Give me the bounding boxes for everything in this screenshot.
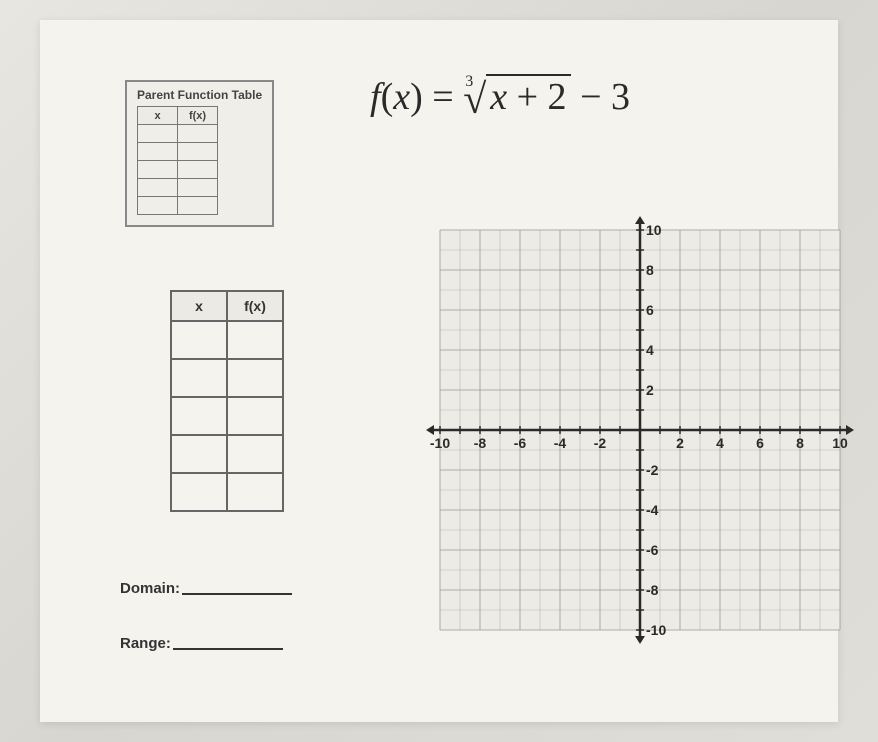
graph-svg: -10 -8 -6 -4 -2 2 4 6 8 10 10 8 6 4 2 -2 -4 -6 -8 -10 <box>420 210 860 650</box>
table-row <box>138 143 218 161</box>
range-label: Range: <box>120 635 283 652</box>
domain-label: Domain: <box>120 580 292 597</box>
svg-text:4: 4 <box>646 342 654 358</box>
table-row <box>171 321 283 359</box>
svg-text:-4: -4 <box>646 502 659 518</box>
table-row <box>171 397 283 435</box>
domain-blank[interactable] <box>182 593 292 595</box>
parent-table-title: Parent Function Table <box>137 88 262 102</box>
svg-text:8: 8 <box>796 435 804 451</box>
worksheet-page: Parent Function Table x f(x) f(x) = 3 √x… <box>40 20 838 722</box>
svg-text:-8: -8 <box>474 435 487 451</box>
function-equation: f(x) = 3 √x + 2 − 3 <box>370 75 630 124</box>
range-blank[interactable] <box>173 648 283 650</box>
svg-text:-10: -10 <box>430 435 450 451</box>
svg-text:-4: -4 <box>554 435 567 451</box>
table-row <box>138 161 218 179</box>
svg-text:-2: -2 <box>646 462 659 478</box>
table-row <box>171 435 283 473</box>
func-header-x: x <box>171 291 227 321</box>
svg-text:10: 10 <box>832 435 848 451</box>
table-row <box>171 473 283 511</box>
radical-index: 3 <box>465 73 473 91</box>
svg-text:-2: -2 <box>594 435 607 451</box>
func-header-fx: f(x) <box>227 291 283 321</box>
table-row <box>138 197 218 215</box>
svg-text:2: 2 <box>646 382 654 398</box>
svg-text:-6: -6 <box>646 542 659 558</box>
parent-function-table: x f(x) <box>137 106 218 215</box>
svg-text:4: 4 <box>716 435 724 451</box>
parent-header-x: x <box>138 107 178 125</box>
table-row <box>171 359 283 397</box>
svg-text:10: 10 <box>646 222 662 238</box>
coordinate-graph: -10 -8 -6 -4 -2 2 4 6 8 10 10 8 6 4 2 -2 -4 -6 -8 -10 <box>420 210 860 650</box>
parent-function-table-container: Parent Function Table x f(x) <box>125 80 274 227</box>
svg-text:-6: -6 <box>514 435 527 451</box>
parent-header-fx: f(x) <box>178 107 218 125</box>
table-row <box>138 179 218 197</box>
svg-text:8: 8 <box>646 262 654 278</box>
function-table: x f(x) <box>170 290 284 512</box>
svg-text:-8: -8 <box>646 582 659 598</box>
svg-text:2: 2 <box>676 435 684 451</box>
eq-fn: f <box>370 76 381 118</box>
svg-text:-10: -10 <box>646 622 666 638</box>
svg-text:6: 6 <box>646 302 654 318</box>
function-table-container: x f(x) <box>170 290 284 512</box>
svg-text:6: 6 <box>756 435 764 451</box>
radical: 3 √x + 2 <box>463 75 570 124</box>
table-row <box>138 125 218 143</box>
